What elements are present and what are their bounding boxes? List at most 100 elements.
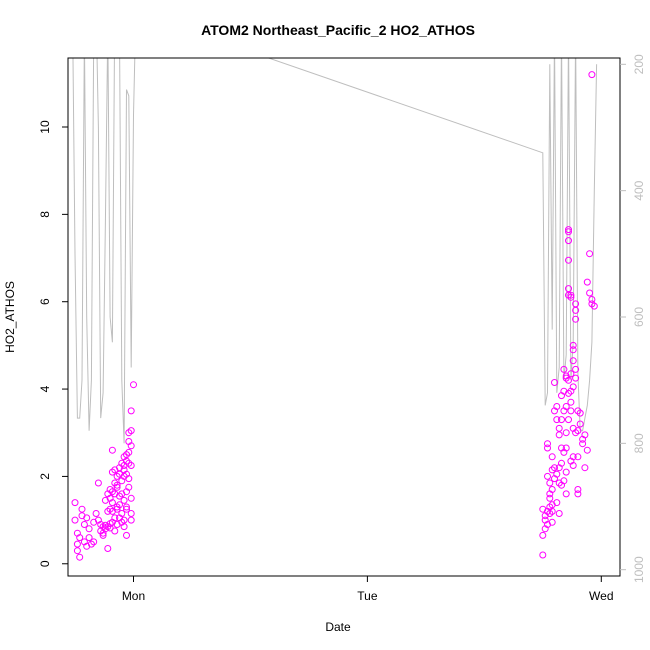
y-tick-label: 8 (38, 211, 52, 218)
data-point (565, 285, 572, 293)
data-point (113, 483, 121, 491)
data-point (127, 442, 135, 450)
data-point (574, 453, 582, 461)
data-point (544, 444, 551, 452)
data-point (572, 315, 580, 323)
data-point (588, 296, 596, 303)
y-axis: 0 2 4 6 8 10 (38, 120, 68, 567)
data-point (123, 531, 130, 539)
data-point (125, 475, 133, 483)
data-point (567, 407, 575, 415)
data-point (548, 518, 556, 526)
data-point (125, 483, 133, 491)
data-point (85, 525, 93, 533)
data-point (113, 472, 121, 480)
data-point (120, 496, 128, 504)
data-point (101, 525, 109, 533)
data-point (551, 379, 558, 386)
data-point (113, 481, 121, 489)
data-point (572, 374, 580, 382)
data-point (71, 499, 79, 507)
data-point (574, 486, 582, 493)
data-point (569, 453, 577, 461)
data-point (562, 444, 570, 452)
data-point (555, 431, 563, 439)
y2-tick-label: 200 (632, 54, 646, 74)
data-point (560, 477, 568, 485)
data-point (565, 256, 572, 264)
data-point (546, 479, 554, 487)
data-point (546, 494, 554, 502)
data-point (83, 514, 91, 522)
data-point (99, 531, 107, 539)
data-point (581, 431, 589, 439)
data-point (73, 540, 81, 548)
data-point (92, 510, 100, 517)
y2-tick-label: 800 (632, 433, 646, 453)
data-point (567, 291, 575, 299)
data-point (565, 237, 572, 245)
y-axis-label: HO2_ATHOS (3, 281, 17, 353)
y2-axis: 200 400 600 800 1000 (620, 54, 646, 583)
data-point (108, 499, 116, 507)
data-point (586, 289, 594, 297)
data-point (111, 514, 119, 522)
plot-frame (67, 57, 621, 577)
x-tick-label: Wed (589, 589, 613, 603)
data-point (80, 521, 88, 528)
data-point (123, 503, 130, 511)
data-point (590, 302, 598, 310)
data-point (553, 470, 561, 478)
data-point (90, 538, 98, 546)
data-point (85, 534, 93, 542)
data-point (127, 510, 135, 517)
x-axis-label: Date (325, 620, 351, 634)
data-point (565, 228, 572, 236)
data-point (565, 389, 572, 397)
data-point (544, 440, 551, 448)
x-tick-label: Tue (357, 589, 378, 603)
data-point (579, 440, 587, 448)
data-point (565, 226, 572, 234)
y-tick-label: 4 (38, 385, 52, 392)
data-point (572, 429, 580, 437)
data-point (558, 416, 565, 424)
data-point (562, 490, 570, 498)
y2-tick-label: 400 (632, 180, 646, 200)
data-point (576, 409, 584, 417)
data-point (553, 403, 561, 410)
y2-tick-label: 1000 (632, 556, 646, 583)
data-point (553, 416, 561, 424)
data-point (71, 516, 79, 524)
data-point (539, 551, 547, 559)
data-point (120, 516, 128, 524)
data-point (560, 365, 568, 373)
data-point (586, 250, 594, 258)
y2-tick-label: 600 (632, 307, 646, 327)
data-point (555, 424, 563, 432)
data-point (565, 416, 572, 424)
data-point (562, 429, 570, 437)
data-point (569, 357, 577, 365)
scatter-points-layer (71, 71, 598, 561)
data-point (567, 370, 575, 378)
data-point (562, 468, 570, 476)
data-point (569, 346, 577, 354)
data-point (73, 547, 81, 555)
data-point (583, 446, 591, 454)
data-point (127, 427, 135, 435)
y-tick-label: 10 (38, 120, 52, 134)
data-point (548, 466, 556, 474)
x-tick-label: Mon (122, 589, 145, 603)
data-point (87, 540, 95, 548)
data-point (94, 479, 102, 487)
data-point (76, 553, 84, 561)
data-point (558, 459, 565, 467)
data-point (562, 403, 570, 410)
data-point (569, 383, 577, 391)
data-point (574, 490, 582, 498)
data-point (113, 503, 121, 511)
data-point (539, 531, 547, 539)
data-point (583, 278, 591, 286)
